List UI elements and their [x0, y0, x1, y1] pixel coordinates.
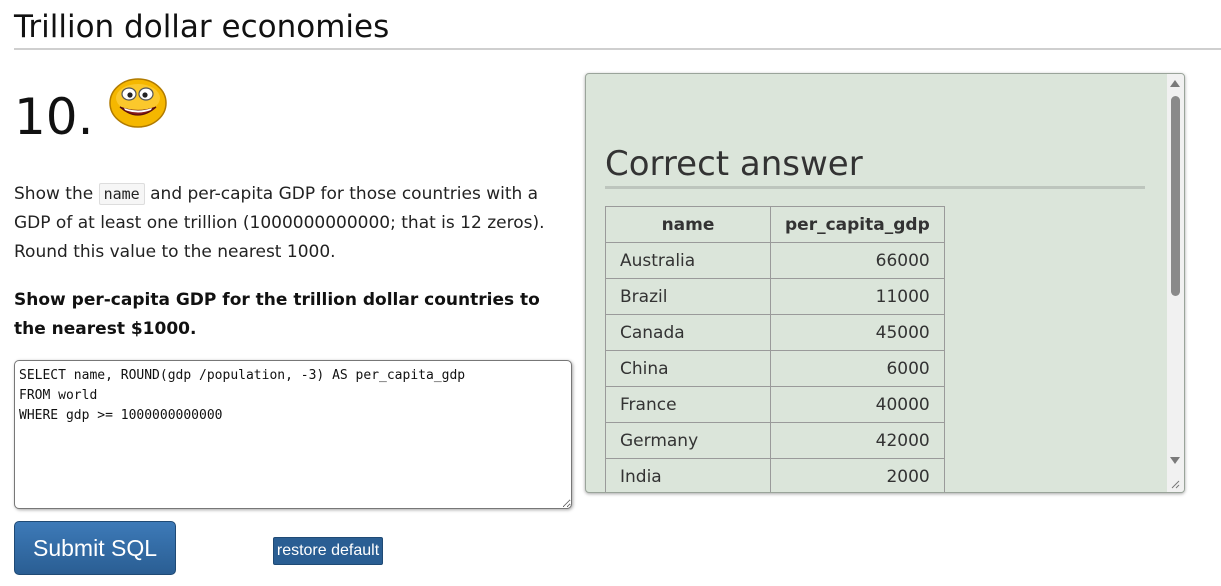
question-number: 10.: [14, 88, 94, 146]
table-row: Germany 42000: [605, 422, 945, 459]
smiley-face-icon: [109, 78, 167, 128]
cell-name: Australia: [605, 242, 771, 279]
question-text: Show the name and per-capita GDP for tho…: [14, 180, 574, 267]
column-header-per-capita-gdp: per_capita_gdp: [770, 206, 945, 243]
cell-per-capita-gdp: 40000: [770, 386, 945, 423]
answer-title: Correct answer: [605, 142, 1145, 189]
cell-name: France: [605, 386, 771, 423]
cell-per-capita-gdp: 66000: [770, 242, 945, 279]
sql-editor[interactable]: SELECT name, ROUND(gdp /population, -3) …: [14, 360, 572, 509]
table-row: France 40000: [605, 386, 945, 423]
table-header-row: name per_capita_gdp: [605, 206, 945, 243]
submit-sql-button[interactable]: Submit SQL: [14, 521, 176, 575]
question-instruction: Show per-capita GDP for the trillion dol…: [14, 290, 540, 339]
cell-per-capita-gdp: 45000: [770, 314, 945, 351]
answer-scrollbar[interactable]: [1167, 74, 1184, 492]
cell-name: Brazil: [605, 278, 771, 315]
cell-per-capita-gdp: 11000: [770, 278, 945, 315]
table-row: Australia 66000: [605, 242, 945, 279]
table-row: Canada 45000: [605, 314, 945, 351]
cell-name: Canada: [605, 314, 771, 351]
scroll-thumb[interactable]: [1171, 96, 1180, 296]
question-text-before: Show the: [14, 184, 94, 204]
table-row: India 2000: [605, 458, 945, 492]
cell-per-capita-gdp: 2000: [770, 458, 945, 492]
column-name-code: name: [98, 183, 145, 205]
cell-name: India: [605, 458, 771, 492]
question-text-after: and per-capita GDP for those countries w…: [14, 184, 545, 262]
restore-default-button[interactable]: restore default: [273, 537, 383, 565]
cell-name: Germany: [605, 422, 771, 459]
cell-per-capita-gdp: 42000: [770, 422, 945, 459]
answer-table: name per_capita_gdp Australia 66000 Braz…: [605, 206, 945, 492]
cell-per-capita-gdp: 6000: [770, 350, 945, 387]
table-row: Brazil 11000: [605, 278, 945, 315]
cell-name: China: [605, 350, 771, 387]
column-header-name: name: [605, 206, 771, 243]
table-row: China 6000: [605, 350, 945, 387]
page-title: Trillion dollar economies: [14, 6, 1221, 50]
scroll-up-icon[interactable]: [1170, 80, 1180, 87]
resize-grip-icon[interactable]: [1170, 479, 1180, 489]
answer-panel[interactable]: Correct answer name per_capita_gdp Austr…: [585, 73, 1185, 493]
scroll-down-icon[interactable]: [1170, 457, 1180, 464]
